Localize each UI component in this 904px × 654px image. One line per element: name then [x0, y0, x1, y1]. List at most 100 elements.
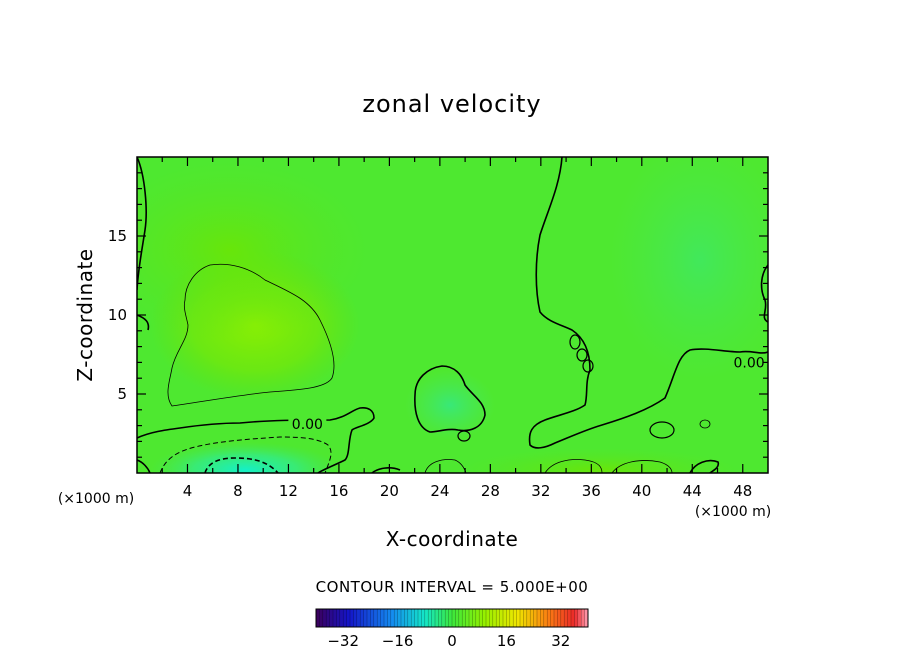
colorbar-cell: [346, 609, 351, 627]
x-tick-label: 28: [481, 482, 500, 500]
colorbar-tick-label: 0: [447, 632, 457, 650]
colorbar-cell: [397, 609, 402, 627]
colorbar-cell: [574, 609, 579, 627]
x-tick-label: 12: [279, 482, 298, 500]
contour-negative-core: [204, 457, 279, 473]
colorbar-cell: [428, 609, 432, 627]
colorbar-cell: [503, 609, 507, 627]
contour-small-ring-6: [699, 419, 711, 429]
y-axis-label: Z-coordinate: [73, 248, 97, 381]
x-axis-label: X-coordinate: [386, 527, 519, 551]
colorbar-tick-label: 16: [497, 632, 516, 650]
colorbar-cell: [424, 609, 429, 627]
chart-title: zonal velocity: [362, 90, 541, 118]
x-unit-right: (×1000 m): [695, 504, 771, 520]
colorbar-cell: [322, 609, 327, 627]
colorbar-cell: [435, 609, 439, 627]
colorbar-cell: [407, 609, 412, 627]
colorbar: [315, 608, 589, 628]
colorbar-cell: [462, 609, 466, 627]
field-positive-haze: [137, 160, 370, 340]
colorbar-cell: [469, 609, 473, 627]
colorbar-cell: [353, 609, 358, 627]
contour-label-group: 0.00 0.00: [288, 354, 768, 433]
contour-lines: [137, 157, 768, 473]
colorbar-cell: [530, 609, 534, 627]
y-axis-ticks: 5 10 15: [108, 172, 768, 458]
colorbar-cell: [404, 609, 409, 627]
field-negative-patch: [405, 370, 495, 440]
colorbar-cell: [326, 609, 330, 627]
contour-left-edge-lower: [137, 314, 150, 331]
x-tick-label: 32: [531, 482, 550, 500]
colorbar-cell: [356, 609, 361, 627]
colorbar-cell: [373, 609, 378, 627]
x-tick-label: 36: [582, 482, 601, 500]
colorbar-cell: [387, 609, 392, 627]
colorbar-cell: [475, 609, 480, 627]
colorbar-cell: [448, 609, 453, 627]
colorbar-tick-label: −16: [382, 632, 414, 650]
x-tick-label: 44: [683, 482, 702, 500]
colorbar-cell: [513, 609, 517, 627]
colorbar-cell: [540, 609, 545, 627]
x-tick-label: 20: [380, 482, 399, 500]
colorbar-cell: [516, 609, 521, 627]
x-tick-label: 40: [632, 482, 651, 500]
colorbar-cell: [455, 609, 460, 627]
colorbar-cell: [377, 609, 381, 627]
colorbar-cell: [319, 609, 324, 627]
colorbar-cell: [339, 609, 344, 627]
colorbar-cell: [333, 609, 337, 627]
contour-bottom-mid: [371, 467, 401, 473]
colorbar-tick-label: 32: [551, 632, 570, 650]
colorbar-cell: [560, 609, 565, 627]
contour-small-ring-2: [576, 348, 588, 362]
x-unit-left: (×1000 m): [58, 491, 134, 507]
contour-zero-main: [137, 407, 375, 473]
colorbar-cell: [533, 609, 538, 627]
colorbar-cell: [577, 609, 582, 627]
colorbar-cell: [329, 609, 334, 627]
x-tick-label: 48: [733, 482, 752, 500]
field-negative-core: [150, 442, 340, 473]
contour-bottom-right-thin: [544, 459, 603, 473]
y-tick-label: 5: [117, 385, 127, 403]
colorbar-cell: [526, 609, 531, 627]
colorbar-cell: [363, 609, 368, 627]
colorbar-cell: [509, 609, 514, 627]
colorbar-cell: [584, 609, 589, 627]
colorbar-cell: [537, 609, 541, 627]
colorbar-cell: [384, 609, 388, 627]
colorbar-tick-label: −32: [327, 632, 359, 650]
colorbar-cell: [401, 609, 405, 627]
y-tick-label: 15: [108, 227, 127, 245]
contour-bottom-right-thin-2: [611, 460, 673, 473]
colorbar-cell: [380, 609, 385, 627]
colorbar-cell: [458, 609, 463, 627]
colorbar-frame: [315, 608, 589, 628]
colorbar-cell: [506, 609, 511, 627]
colorbar-cell: [421, 609, 426, 627]
colorbar-cell: [452, 609, 456, 627]
contour-bottom-left-edge: [137, 459, 151, 473]
colorbar-cell: [557, 609, 562, 627]
colorbar-cell: [489, 609, 494, 627]
contour-positive-lobe: [167, 263, 335, 407]
contour-small-ring-4: [457, 430, 471, 442]
colorbar-cell: [418, 609, 422, 627]
colorbar-cell: [367, 609, 371, 627]
colorbar-cell: [567, 609, 572, 627]
contour-negative-dashed: [159, 436, 332, 473]
colorbar-cell: [370, 609, 375, 627]
colorbar-cell: [343, 609, 347, 627]
colorbar-cell: [547, 609, 551, 627]
x-tick-label: 8: [233, 482, 243, 500]
colorbar-cell: [336, 609, 341, 627]
contour-small-ring-5: [649, 421, 675, 439]
contour-small-ring-1: [569, 334, 581, 350]
colorbar-cell: [438, 609, 443, 627]
plot-area: 0.00 0.00: [137, 157, 768, 473]
y-tick-label: 10: [108, 306, 127, 324]
contour-label-box-2: [730, 354, 768, 371]
